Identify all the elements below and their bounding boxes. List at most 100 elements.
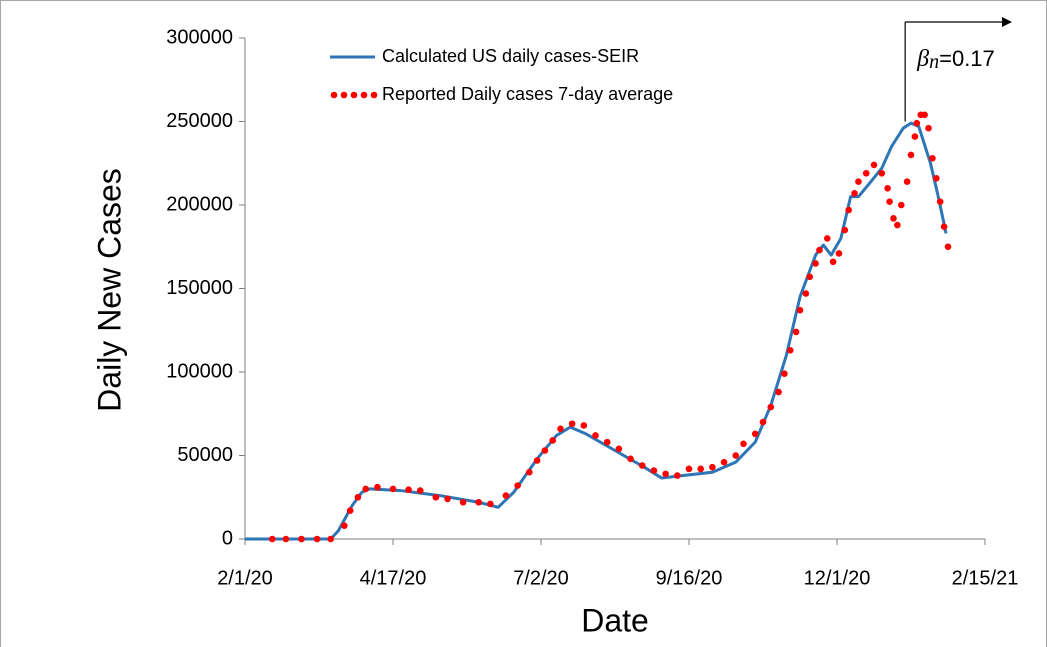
y-tick-label: 200000	[166, 193, 233, 215]
data-dot	[549, 437, 556, 444]
legend-swatch	[330, 91, 338, 99]
data-dot	[709, 463, 716, 471]
x-tick-label: 2/15/21	[952, 567, 1019, 589]
data-dot	[802, 290, 810, 297]
y-tick-label: 0	[222, 527, 233, 549]
data-dot	[282, 535, 290, 543]
data-dot	[298, 535, 305, 543]
data-dot	[732, 452, 740, 459]
data-dot	[816, 246, 823, 254]
data-dot	[432, 493, 440, 501]
annotation-label: βn=0.17	[916, 46, 995, 73]
data-dot	[541, 447, 549, 454]
data-dot	[557, 425, 564, 433]
data-dot	[944, 243, 952, 251]
data-dot	[650, 467, 658, 474]
data-dot	[940, 223, 948, 231]
legend-swatch	[340, 91, 348, 99]
data-dot	[925, 124, 932, 132]
data-dot	[878, 169, 886, 177]
data-dot	[897, 201, 905, 209]
data-dot	[907, 151, 915, 159]
legend-swatch	[370, 91, 378, 99]
annotation-arrowhead	[1002, 17, 1012, 27]
data-dot	[767, 403, 775, 411]
data-dot	[416, 487, 424, 494]
annotation-value: =0.17	[939, 46, 995, 71]
data-dot	[475, 498, 482, 506]
data-dot	[638, 462, 646, 469]
data-dot	[405, 486, 412, 494]
x-tick-label: 4/17/20	[360, 567, 427, 589]
data-dot	[812, 260, 819, 267]
data-dot	[823, 235, 831, 242]
data-dot	[851, 190, 858, 197]
data-dot	[362, 485, 370, 493]
data-dot	[720, 458, 728, 466]
y-tick-label: 100000	[166, 360, 233, 382]
x-tick-label: 2/1/20	[217, 567, 273, 589]
data-dot	[526, 468, 533, 476]
y-axis-title: Daily New Cases	[91, 168, 127, 412]
data-dot	[913, 119, 921, 127]
data-dot	[313, 535, 321, 543]
data-dot	[662, 470, 669, 478]
data-dot	[568, 420, 576, 428]
data-dot	[929, 154, 936, 162]
data-dot	[389, 485, 397, 493]
data-dot	[884, 185, 891, 192]
data-dot	[502, 492, 510, 499]
data-dot	[894, 221, 901, 229]
annotation-symbol: β	[916, 46, 929, 72]
y-tick-label: 250000	[166, 110, 233, 132]
data-dot	[806, 273, 814, 281]
y-tick-label: 300000	[166, 26, 233, 48]
data-dot	[870, 161, 878, 169]
x-tick-label: 7/2/20	[513, 567, 569, 589]
data-dot	[845, 206, 852, 214]
x-tick-label: 9/16/20	[656, 567, 723, 589]
data-dot	[615, 445, 623, 453]
data-dot	[792, 328, 800, 336]
y-tick-label: 50000	[177, 444, 233, 466]
data-dot	[740, 440, 747, 448]
data-dot	[354, 493, 362, 501]
data-dot	[796, 306, 804, 314]
data-dot	[592, 432, 599, 439]
data-dot	[459, 498, 467, 506]
data-dot	[374, 483, 381, 491]
data-dot	[781, 370, 788, 377]
data-dot	[835, 250, 843, 257]
x-axis-title: Date	[581, 602, 649, 638]
data-dot	[759, 418, 767, 426]
data-dot	[603, 438, 611, 446]
data-dot	[533, 457, 541, 464]
data-dot	[911, 133, 919, 140]
data-dot	[921, 111, 928, 119]
data-dot	[786, 346, 794, 354]
data-dot	[886, 198, 893, 205]
legend-swatch	[350, 91, 358, 99]
data-dot	[862, 169, 870, 177]
legend-label: Calculated US daily cases-SEIR	[382, 46, 639, 66]
data-dot	[327, 535, 334, 543]
legend-swatch	[360, 91, 368, 99]
legend-label: Reported Daily cases 7-day average	[382, 84, 673, 104]
data-dot	[514, 482, 521, 489]
data-dot	[341, 522, 348, 529]
data-dot	[936, 198, 944, 205]
data-dot	[775, 388, 782, 396]
annotation-subscript: n	[929, 51, 939, 73]
data-dot	[829, 258, 837, 266]
data-dot	[268, 535, 276, 543]
data-dot	[890, 215, 897, 222]
data-dot	[346, 507, 354, 514]
y-tick-label: 150000	[166, 277, 233, 299]
x-tick-label: 12/1/20	[804, 567, 871, 589]
data-dot	[697, 465, 704, 473]
data-dot	[674, 472, 681, 479]
data-dot	[855, 178, 862, 185]
data-dot	[580, 422, 588, 429]
